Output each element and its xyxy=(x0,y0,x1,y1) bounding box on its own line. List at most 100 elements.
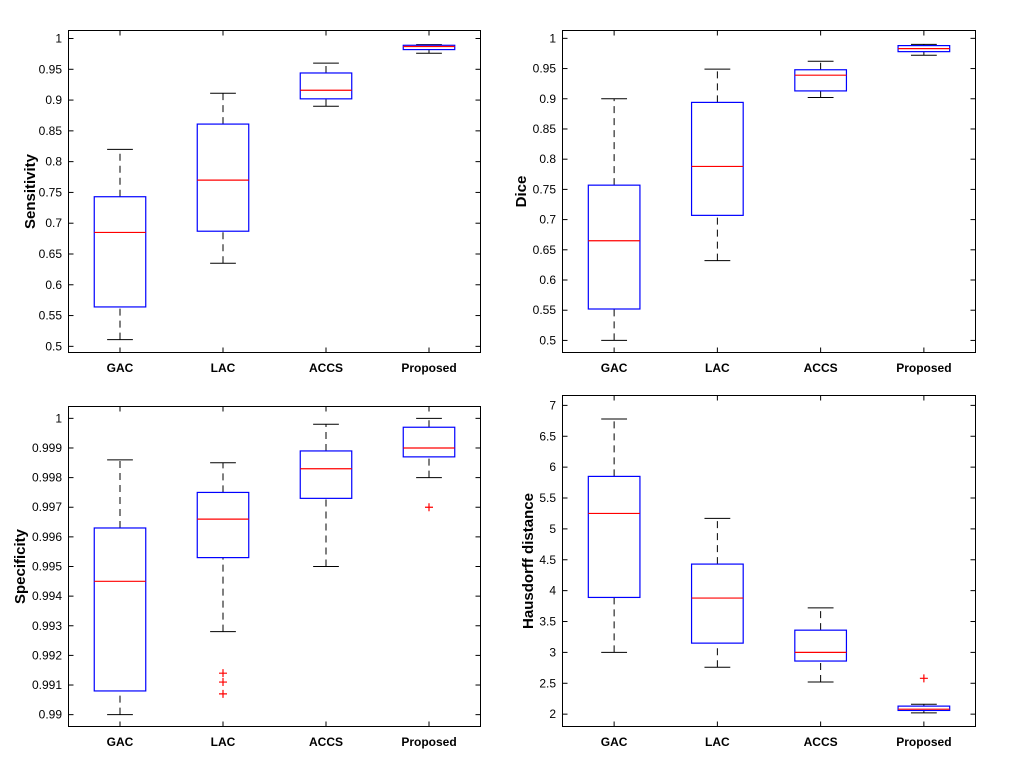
y-tick-label: 0.7 xyxy=(45,216,62,230)
box-group-lac xyxy=(196,462,250,698)
box-group-accs xyxy=(299,423,353,567)
y-tick-label: 0.994 xyxy=(32,589,62,603)
x-tick-label-gac: GAC xyxy=(107,735,134,749)
y-tick-label: 0.55 xyxy=(533,303,557,317)
iqr-box-gac xyxy=(93,527,147,692)
iqr-box-gac xyxy=(587,184,641,310)
y-tick-label: 0.95 xyxy=(533,62,557,76)
y-tick-label: 0.95 xyxy=(39,62,63,76)
y-tick-label: 7 xyxy=(549,398,556,412)
y-tick-label: 0.99 xyxy=(39,708,63,722)
y-tick-label: 4 xyxy=(549,584,556,598)
y-tick-label: 0.55 xyxy=(39,309,63,323)
box-group-proposed xyxy=(402,417,456,512)
y-tick-label: 0.85 xyxy=(533,122,557,136)
y-tick-label: 0.991 xyxy=(32,678,62,692)
x-tick-label-proposed: Proposed xyxy=(401,735,456,749)
box-group-proposed xyxy=(897,43,951,56)
y-tick-label: 1 xyxy=(55,32,62,46)
x-tick-label-gac: GAC xyxy=(107,361,134,375)
x-tick-label-proposed: Proposed xyxy=(896,361,951,375)
box-group-gac xyxy=(587,418,641,653)
y-tick-label: 0.6 xyxy=(45,278,62,292)
y-tick-label: 0.8 xyxy=(45,155,62,169)
y-tick-label: 5.5 xyxy=(539,491,556,505)
x-tick-label-lac: LAC xyxy=(705,361,730,375)
y-axis-label: Dice xyxy=(513,176,530,208)
iqr-box-proposed xyxy=(402,44,456,51)
y-tick-label: 0.998 xyxy=(32,471,62,485)
box-group-proposed xyxy=(897,674,951,714)
y-tick-label: 2.5 xyxy=(539,676,556,690)
y-tick-label: 0.65 xyxy=(39,247,63,261)
y-tick-label: 0.993 xyxy=(32,619,62,633)
x-tick-label-accs: ACCS xyxy=(804,735,838,749)
iqr-box-proposed xyxy=(897,705,951,712)
outlier-marker-lac xyxy=(219,689,227,698)
y-tick-label: 0.8 xyxy=(539,152,556,166)
y-tick-label: 0.992 xyxy=(32,648,62,662)
panel-sensitivity: 0.5 0.55 0.6 0.65 0.7 0.75 0.8 0.85 0.9 0.95 1 GAC L… xyxy=(22,30,481,375)
y-tick-label: 0.75 xyxy=(533,182,557,196)
y-tick-label: 0.997 xyxy=(32,500,62,514)
y-tick-label: 0.75 xyxy=(39,185,63,199)
box-group-lac xyxy=(690,517,744,668)
y-tick-label: 0.85 xyxy=(39,124,63,138)
box-group-gac xyxy=(93,459,147,716)
y-tick-label: 0.999 xyxy=(32,441,62,455)
y-tick-label: 3.5 xyxy=(539,615,556,629)
box-group-gac xyxy=(587,98,641,341)
panel-hausdorff-distance: 2 2.5 3 3.5 4 4.5 5 5.5 6 6.5 7 GAC LAC ACCS Proposed H… xyxy=(520,395,976,749)
iqr-box-accs xyxy=(299,72,353,100)
x-tick-label-accs: ACCS xyxy=(309,361,343,375)
y-tick-label: 5 xyxy=(549,522,556,536)
y-tick-label: 2 xyxy=(549,707,556,721)
axes-frame xyxy=(68,30,481,353)
iqr-box-lac xyxy=(690,563,744,644)
x-tick-label-accs: ACCS xyxy=(804,361,838,375)
x-tick-label-gac: GAC xyxy=(601,735,628,749)
outlier-marker-proposed xyxy=(919,674,928,683)
panel-dice: 0.5 0.55 0.6 0.65 0.7 0.75 0.8 0.85 0.9 0.95 1 GAC L… xyxy=(513,30,976,375)
iqr-box-gac xyxy=(587,475,641,599)
iqr-box-accs xyxy=(794,629,848,662)
iqr-box-accs xyxy=(794,69,848,92)
y-tick-label: 0.6 xyxy=(539,273,556,287)
y-tick-label: 1 xyxy=(55,411,62,425)
outlier-marker-proposed xyxy=(425,503,433,512)
x-tick-label-lac: LAC xyxy=(211,361,236,375)
y-axis-label: Specificity xyxy=(12,528,29,604)
x-tick-label-gac: GAC xyxy=(601,361,628,375)
iqr-box-lac xyxy=(196,491,250,559)
axes-frame xyxy=(562,395,976,727)
box-group-accs xyxy=(299,62,353,107)
outlier-marker-lac xyxy=(219,669,227,678)
iqr-box-proposed xyxy=(402,426,456,458)
y-axis-label: Sensitivity xyxy=(22,153,39,229)
y-tick-label: 0.5 xyxy=(539,333,556,347)
axes-frame xyxy=(68,406,481,727)
y-tick-label: 3 xyxy=(549,645,556,659)
box-group-proposed xyxy=(402,44,456,54)
panel-specificity: 0.99 0.991 0.992 0.993 0.994 0.995 0.996 0.997 0… xyxy=(12,406,481,749)
y-tick-label: 0.65 xyxy=(533,243,557,257)
y-axis-label: Hausdorff distance xyxy=(520,493,537,629)
y-tick-label: 6 xyxy=(549,460,556,474)
outlier-marker-lac xyxy=(219,678,227,687)
axes-frame xyxy=(562,30,976,353)
y-tick-label: 1 xyxy=(549,31,556,45)
iqr-box-gac xyxy=(93,196,147,308)
iqr-box-lac xyxy=(196,123,250,232)
box-group-lac xyxy=(690,68,744,262)
y-tick-label: 6.5 xyxy=(539,429,556,443)
iqr-box-lac xyxy=(690,101,744,216)
x-tick-label-proposed: Proposed xyxy=(401,361,456,375)
y-tick-label: 0.996 xyxy=(32,530,62,544)
box-group-lac xyxy=(196,92,250,264)
iqr-box-accs xyxy=(299,450,353,499)
y-tick-label: 0.9 xyxy=(45,93,62,107)
y-tick-label: 4.5 xyxy=(539,553,556,567)
box-group-gac xyxy=(93,148,147,341)
y-tick-label: 0.9 xyxy=(539,92,556,106)
